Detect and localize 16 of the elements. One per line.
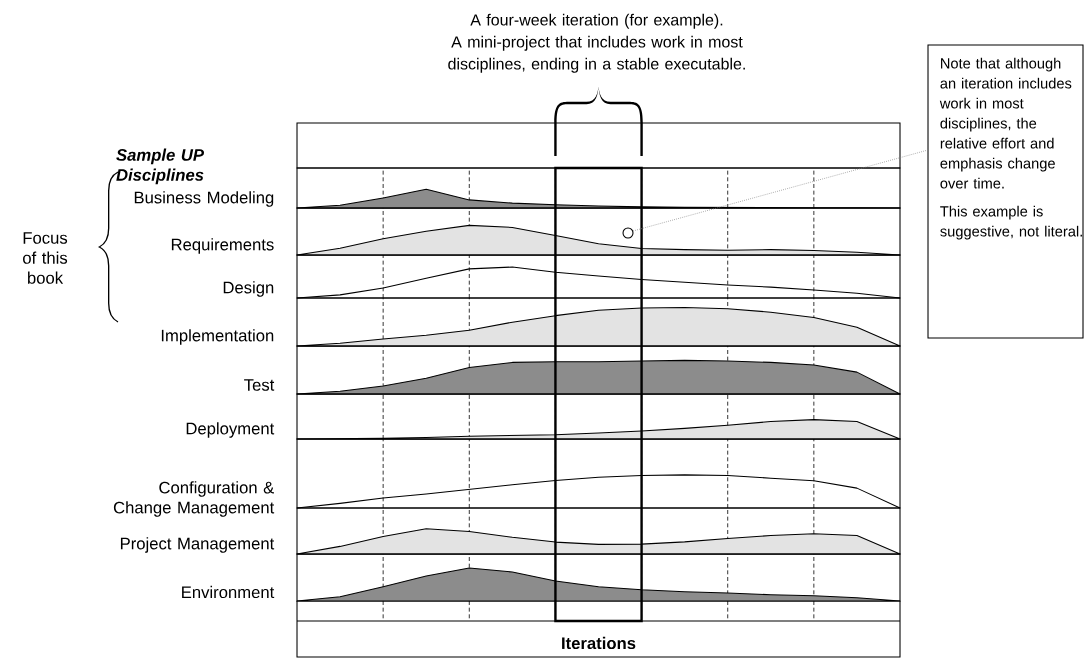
- y-axis-title: Environment: [182, 585, 275, 599]
- y-axis-title: Deployment: [186, 422, 275, 438]
- y-axis-title: Design: [223, 281, 274, 297]
- text: Focus of this book: [23, 232, 68, 284]
- y-axis-title: Project Management: [120, 537, 275, 553]
- text: A four-week iteration (for example).: [470, 13, 723, 29]
- x-axis-title: Iterations: [562, 636, 636, 650]
- text: Note that although an iteration includes work in most disciplines, the relative effort and emphasis change over time.: [939, 57, 1072, 189]
- y-axis-title: Requirements: [171, 238, 274, 254]
- text: A mini-project that includes work in most disciplines, ending in a stable executable.: [448, 35, 745, 73]
- y-axis-title: Test: [244, 379, 275, 391]
- text: This example is suggestive, not literal.: [940, 205, 1082, 240]
- y-axis-title: Configuration & Change Management: [113, 481, 275, 517]
- y-axis-title: Business Modeling: [134, 191, 274, 207]
- text: Sample UP Disciplines: [116, 148, 205, 185]
- y-axis-title: Implementation: [161, 329, 274, 345]
